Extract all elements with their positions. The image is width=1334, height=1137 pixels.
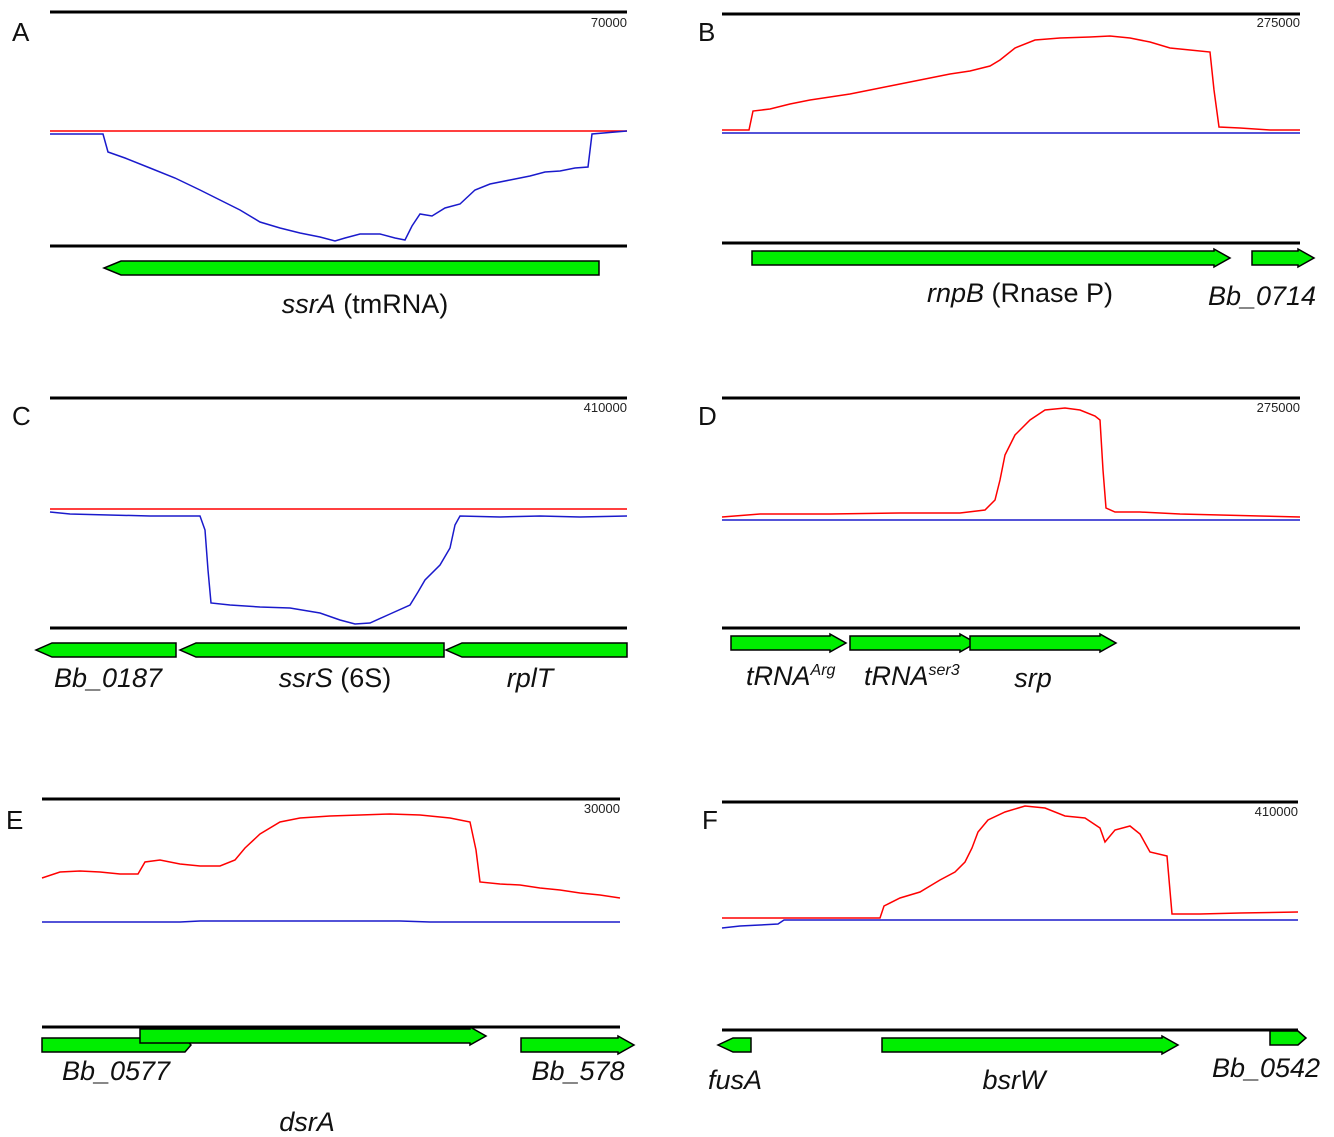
gene-label-ssrS: ssrS (6S) <box>279 663 392 693</box>
scale-label: 30000 <box>584 801 620 816</box>
gene-arrow-bsrW <box>881 1034 1180 1056</box>
reverse-coverage-line <box>50 130 628 242</box>
scale-label: 70000 <box>591 15 627 30</box>
gene-arrow-rplT <box>444 642 628 658</box>
panel-a: A 70000 ssrA (tmRNA) <box>12 10 628 319</box>
gene-label-srp: srp <box>1014 663 1052 693</box>
panel-letter: D <box>698 401 717 431</box>
scale-label: 410000 <box>1255 804 1298 819</box>
gene-arrow-Bb_578 <box>520 1034 636 1056</box>
gene-arrow-fusA <box>716 1037 752 1053</box>
reverse-coverage-line <box>49 511 628 625</box>
gene-arrow-ssrS <box>178 642 445 658</box>
gene-arrow-dsrA <box>139 1025 488 1047</box>
gene-arrow-srp <box>969 632 1118 654</box>
gene-label-fusA: fusA <box>708 1065 762 1095</box>
gene-label-tRNA-Arg: tRNAArg <box>746 661 836 691</box>
gene-label-ssrA: ssrA (tmRNA) <box>282 289 448 319</box>
gene-arrow-Bb_0187 <box>34 642 177 658</box>
gene-label-Bb_0714: Bb_0714 <box>1208 281 1316 311</box>
panel-letter: C <box>12 401 31 431</box>
gene-label-Bb_0542: Bb_0542 <box>1212 1053 1320 1083</box>
gene-label-Bb_0187: Bb_0187 <box>54 663 163 693</box>
forward-coverage-line <box>722 35 1300 131</box>
gene-label-tRNA-ser3: tRNAser3 <box>864 661 960 691</box>
gene-label-rnpB: rnpB (Rnase P) <box>927 278 1113 308</box>
gene-label-rplT: rplT <box>507 663 556 693</box>
forward-coverage-line <box>722 805 1299 919</box>
forward-coverage-line <box>41 813 621 899</box>
panel-e: E 30000 Bb_0577 Bb_578 dsrA <box>6 797 636 1137</box>
gene-label-dsrA: dsrA <box>279 1107 335 1137</box>
scale-label: 275000 <box>1257 15 1300 30</box>
reverse-coverage-line <box>721 919 1298 929</box>
scale-label: 410000 <box>584 400 627 415</box>
gene-label-Bb_0577: Bb_0577 <box>62 1056 171 1086</box>
panel-letter: A <box>12 17 30 47</box>
gene-arrow-Bb_0542 <box>1269 1030 1308 1046</box>
panel-letter: F <box>702 805 718 835</box>
reverse-coverage-line <box>42 920 620 923</box>
panel-letter: B <box>698 17 715 47</box>
gene-arrow-Bb_0714 <box>1251 247 1316 269</box>
gene-arrow-tRNA-ser3 <box>849 632 978 654</box>
gene-arrow-ssrA <box>102 260 600 276</box>
gene-label-Bb_578: Bb_578 <box>531 1056 624 1086</box>
panel-c: C 410000 Bb_0187 ssrS (6S) rplT <box>12 396 628 693</box>
panel-f: F 410000 fusA bsrW Bb_0542 <box>702 800 1320 1095</box>
panel-d: D 275000 tRNAArg tRNAser3 srp <box>698 396 1301 693</box>
gene-label-bsrW: bsrW <box>983 1065 1049 1095</box>
scale-label: 275000 <box>1257 400 1300 415</box>
gene-arrow-tRNA-Arg <box>730 632 848 654</box>
panel-letter: E <box>6 805 23 835</box>
forward-coverage-line <box>721 407 1301 518</box>
panel-b: B 275000 rnpB (Rnase P) Bb_0714 <box>698 12 1316 311</box>
gene-arrow-rnpB <box>751 247 1232 269</box>
